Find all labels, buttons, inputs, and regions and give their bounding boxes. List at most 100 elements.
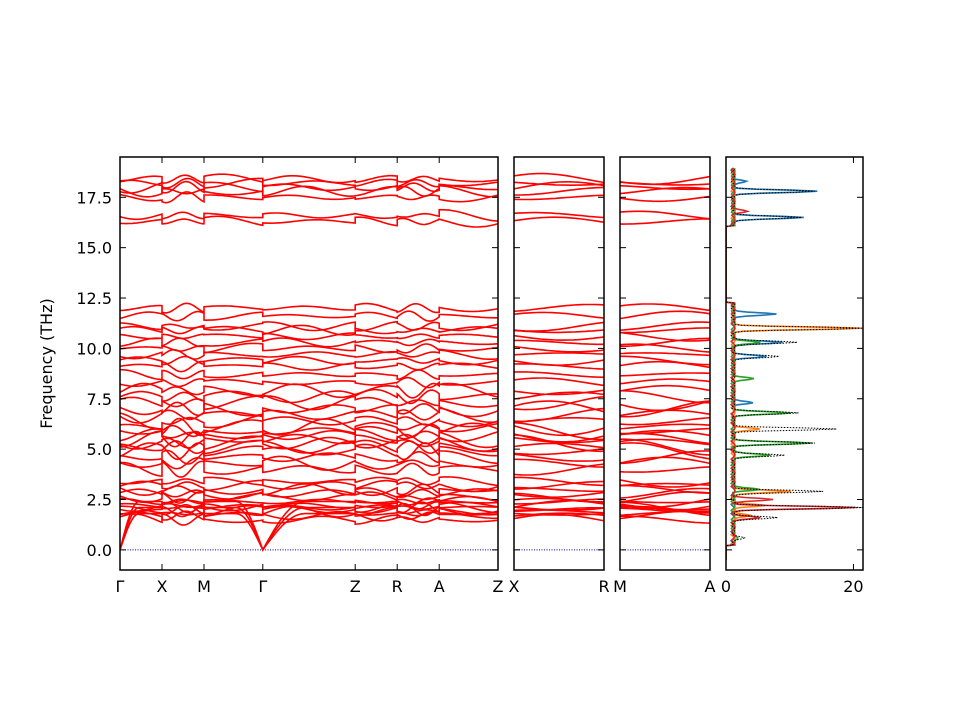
y-tick-label: 5.0 [87, 440, 112, 459]
phonon-band [620, 184, 710, 191]
phonon-band [120, 302, 498, 314]
phonon-band [514, 425, 604, 437]
phonon-band [120, 177, 498, 189]
x-tick-label: M [197, 577, 211, 596]
dos-curve [726, 167, 818, 560]
phonon-band [120, 337, 498, 348]
x-tick-label: A [705, 577, 716, 596]
x-tick-labels-xr: X R [509, 577, 610, 596]
phonon-band [514, 359, 604, 366]
dos-curve [726, 167, 812, 560]
phonon-band [620, 482, 710, 487]
y-tick-label: 0.0 [87, 541, 112, 560]
phonon-band [620, 352, 710, 357]
phonon-band [514, 172, 604, 184]
phonon-band [620, 337, 710, 348]
dos-x-tick-label: 0 [721, 577, 731, 596]
phonon-band [514, 448, 604, 456]
phonon-band [620, 432, 710, 445]
phonon-band [120, 191, 498, 204]
y-tick-label: 17.5 [76, 188, 112, 207]
phonon-band [620, 378, 710, 385]
phonon-band [514, 506, 604, 512]
phonon-band [514, 491, 604, 498]
phonon-band [514, 507, 604, 513]
phonon-band [514, 311, 604, 319]
phonon-band [514, 434, 604, 453]
phonon-band [620, 389, 710, 404]
phonon-band [120, 412, 498, 430]
y-axis-label: Frequency (THz) [37, 298, 56, 428]
phonon-band [120, 479, 498, 493]
phonon-band [620, 442, 710, 460]
x-tick-label: Z [350, 577, 361, 596]
phonon-band [620, 498, 710, 508]
phonon-band [620, 450, 710, 465]
phonon-band [120, 208, 498, 222]
y-tick-label: 7.5 [87, 390, 112, 409]
phonon-band [120, 342, 498, 354]
y-tick-label: 15.0 [76, 239, 112, 258]
phonon-band [620, 355, 710, 366]
x-tick-label: R [392, 577, 403, 596]
phonon-band [120, 407, 498, 424]
phonon-band [620, 310, 710, 320]
phonon-band [620, 429, 710, 437]
phonon-band [620, 327, 710, 334]
phonon-band [620, 484, 710, 494]
dos-curve [726, 167, 856, 560]
phonon-band [514, 400, 604, 413]
phonon-band [620, 303, 710, 312]
phonon-band [514, 352, 604, 356]
x-tick-labels-ma: M A [613, 577, 715, 596]
phonon-band [620, 195, 710, 203]
phonon-band [620, 372, 710, 377]
phonon-band [120, 332, 498, 341]
phonon-band [120, 184, 498, 198]
phonon-band [514, 476, 604, 487]
phonon-band [120, 490, 498, 504]
phonon-band [120, 487, 498, 500]
phonon-band [120, 324, 498, 337]
phonon-band [620, 501, 710, 514]
dos-x-tick-label: 20 [843, 577, 863, 596]
dos-panel [726, 167, 863, 560]
band-panel-main [120, 173, 498, 552]
phonon-band [514, 186, 604, 196]
y-tick-label: 10.0 [76, 339, 112, 358]
x-tick-label: Z [493, 577, 504, 596]
frame-main [119, 156, 499, 571]
band-panel-x-r [514, 172, 604, 551]
phonon-band [514, 407, 604, 423]
phonon-band [514, 194, 604, 201]
phonon-band [620, 456, 710, 465]
phonon-band [120, 395, 498, 411]
phonon-band [620, 175, 710, 186]
phonon-band [620, 218, 710, 225]
frame-x-r [513, 156, 605, 571]
phonon-band [514, 389, 604, 396]
phonon-band [620, 416, 710, 426]
phonon-band [120, 360, 498, 373]
phonon-band [514, 421, 604, 441]
phonon-band [514, 480, 604, 490]
phonon-band [620, 210, 710, 220]
phonon-band [620, 343, 710, 353]
phonon-band [120, 449, 498, 465]
x-tick-labels-dos: 0 20 [721, 577, 864, 596]
phonon-band [514, 458, 604, 468]
phonon-band [120, 376, 498, 389]
phonon-band [120, 310, 498, 322]
phonon-band [620, 423, 710, 430]
phonon-band [514, 216, 604, 223]
phonon-band [620, 384, 710, 392]
band-panel-m-a [620, 175, 710, 551]
phonon-band [514, 371, 604, 379]
phonon-band [120, 455, 498, 471]
x-tick-label: Γ [258, 577, 267, 596]
y-tick-label: 12.5 [76, 289, 112, 308]
x-tick-label: M [613, 577, 627, 596]
phonon-band [120, 500, 498, 512]
phonon-band [120, 355, 498, 366]
